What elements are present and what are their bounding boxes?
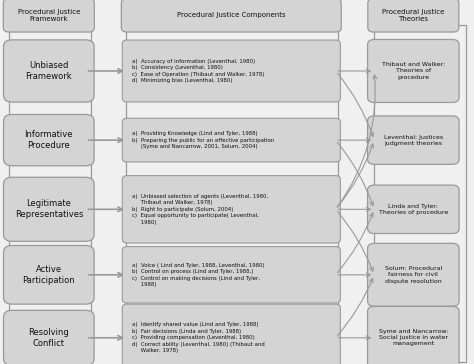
- Text: Legitimate
Representatives: Legitimate Representatives: [15, 199, 83, 219]
- Text: Solum: Procedural
fairness for civil
dispute resolution: Solum: Procedural fairness for civil dis…: [385, 266, 442, 284]
- FancyBboxPatch shape: [368, 185, 459, 234]
- Text: Procedural Justice
Theories: Procedural Justice Theories: [382, 8, 445, 22]
- FancyBboxPatch shape: [3, 310, 94, 364]
- FancyBboxPatch shape: [3, 40, 94, 102]
- Text: a)  Identify shared value (Lind and Tyler, 1988)
b)  Fair decisions (Linda and T: a) Identify shared value (Lind and Tyler…: [132, 323, 264, 353]
- FancyBboxPatch shape: [3, 245, 94, 304]
- FancyBboxPatch shape: [122, 247, 340, 303]
- Text: a)  Voice ( Lind and Tyler, 1988, Leventhal, 1980)
b)  Control on process (Lind : a) Voice ( Lind and Tyler, 1988, Leventh…: [132, 263, 264, 287]
- Text: Informative
Procedure: Informative Procedure: [25, 130, 73, 150]
- FancyBboxPatch shape: [368, 244, 459, 306]
- Text: Thibaut and Walker:
Theories of
procedure: Thibaut and Walker: Theories of procedur…: [382, 62, 445, 80]
- Text: Leventhal: Justices
judgment theories: Leventhal: Justices judgment theories: [384, 135, 443, 146]
- FancyBboxPatch shape: [368, 40, 459, 103]
- FancyBboxPatch shape: [121, 0, 341, 32]
- Text: Syme and Nancarrow:
Social justice in water
management: Syme and Nancarrow: Social justice in wa…: [379, 329, 448, 347]
- FancyBboxPatch shape: [3, 114, 94, 166]
- Text: Linda and Tyler:
Theories of procedure: Linda and Tyler: Theories of procedure: [379, 204, 448, 215]
- FancyBboxPatch shape: [368, 306, 459, 364]
- Text: Procedural Justice Components: Procedural Justice Components: [177, 12, 286, 18]
- FancyBboxPatch shape: [122, 40, 340, 102]
- Text: a)  Providing Knowledge (Lind and Tyler, 1988)
b)  Preparing the public for an e: a) Providing Knowledge (Lind and Tyler, …: [132, 131, 274, 149]
- Text: a)  Unbiased selection of agents (Leventhal, 1980,
     Thibaut and Walker, 1978: a) Unbiased selection of agents (Leventh…: [132, 194, 268, 225]
- Text: a)  Accuracy of information (Leventhal, 1980)
b)  Consistency (Leventhal, 1980)
: a) Accuracy of information (Leventhal, 1…: [132, 59, 264, 83]
- Text: Active
Participation: Active Participation: [22, 265, 75, 285]
- FancyBboxPatch shape: [122, 176, 340, 243]
- FancyBboxPatch shape: [3, 0, 94, 32]
- FancyBboxPatch shape: [368, 0, 459, 32]
- Text: Procedural Justice
Framework: Procedural Justice Framework: [18, 8, 80, 22]
- FancyBboxPatch shape: [122, 118, 340, 162]
- Text: Resolving
Conflict: Resolving Conflict: [28, 328, 69, 348]
- Text: Unbiased
Framework: Unbiased Framework: [26, 61, 72, 81]
- FancyBboxPatch shape: [3, 177, 94, 241]
- FancyBboxPatch shape: [122, 304, 340, 364]
- FancyBboxPatch shape: [368, 116, 459, 165]
